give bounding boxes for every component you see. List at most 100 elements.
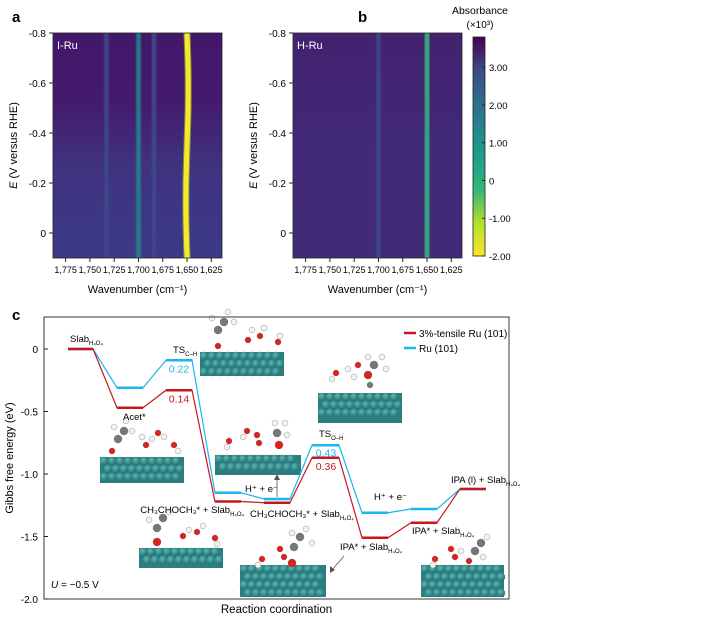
ru-atom <box>163 456 173 466</box>
ru-atom <box>440 588 450 598</box>
hydrogen-atom <box>208 314 216 322</box>
ru-atom <box>307 588 317 598</box>
ru-atom <box>163 472 173 482</box>
ru-atom <box>155 456 165 466</box>
ru-atom <box>107 472 117 482</box>
ru-atom <box>251 588 261 598</box>
label-proton-electron-1: H⁺ + e⁻ <box>245 484 278 495</box>
ru-atom <box>275 588 285 598</box>
legend-label: 3%-tensile Ru (101) <box>419 329 507 340</box>
ru-atom <box>190 555 200 565</box>
ru-atom <box>199 367 209 377</box>
colorbar-unit: (×10³) <box>467 20 494 31</box>
ru-atom <box>424 572 434 582</box>
oxygen-atom <box>211 534 219 542</box>
ru-atom <box>251 572 261 582</box>
oxygen-atom <box>276 545 284 553</box>
hydrogen-atom <box>344 365 352 373</box>
ru-atom <box>227 359 237 369</box>
heatmap-b: H-Ru 1,775 1,750 1,725 1,700 1,675 1,650 1,625 -… <box>248 29 463 296</box>
hydrogen-atom <box>174 447 182 455</box>
y-tick-label: 0 <box>32 345 38 356</box>
ru-atom <box>251 359 261 369</box>
hydrogen-atom <box>308 539 316 547</box>
ru-atom <box>259 572 269 582</box>
oxygen-atom <box>152 537 162 547</box>
hydrogen-atom <box>302 525 310 533</box>
ru-atom <box>299 588 309 598</box>
potential-label: U = −0.5 V <box>51 580 99 591</box>
ru-atom <box>239 367 249 377</box>
label-ts-oh: TSO–H <box>319 429 343 442</box>
ru-atom <box>278 454 288 464</box>
ru-atom <box>135 464 145 474</box>
ru-atom <box>174 555 184 565</box>
x-tick-label: 1,700 <box>367 265 390 275</box>
x-tick-label: 1,775 <box>294 265 317 275</box>
ru-atom <box>361 400 371 410</box>
ru-atom <box>226 462 236 472</box>
ru-atom <box>345 400 355 410</box>
ru-atom <box>476 564 486 574</box>
ru-atom <box>247 367 257 377</box>
hydrogen-atom <box>260 324 268 332</box>
ru-atom <box>484 580 494 590</box>
ru-atom <box>263 564 273 574</box>
ru-atom <box>166 555 176 565</box>
oxygen-atom <box>154 429 162 437</box>
ru-atom <box>235 359 245 369</box>
colorbar: Absorbance (×10³) 3.00 2.00 1.00 0 -1.00 -2.00 <box>452 5 511 263</box>
y-tick-label: -2.0 <box>21 595 39 606</box>
ru-atom <box>436 564 446 574</box>
x-tick-label: 1,675 <box>151 265 174 275</box>
ru-atom <box>303 564 313 574</box>
y-tick-label: 0 <box>280 229 286 240</box>
ru-atom <box>381 408 391 418</box>
ru-atom <box>271 367 281 377</box>
label-slab: SlabH₄O₄ <box>70 334 103 347</box>
adsorption-structure-illustration <box>420 533 506 598</box>
ru-atom <box>468 580 478 590</box>
x-tick-label: 1,750 <box>319 265 342 275</box>
ru-atom <box>203 359 213 369</box>
carbon-atom <box>366 381 374 389</box>
ru-atom <box>357 408 367 418</box>
ru-atom <box>214 454 224 464</box>
ru-atom <box>460 580 470 590</box>
ru-atom <box>159 464 169 474</box>
hydrogen-atom <box>288 529 296 537</box>
ru-atom <box>142 555 152 565</box>
label-ipa-2: IPA* + SlabH₄O₄ <box>412 526 475 539</box>
hydrogen-atom <box>483 533 491 541</box>
oxygen-atom <box>258 555 266 563</box>
hydrogen-atom <box>128 427 136 435</box>
ru-atom <box>373 408 383 418</box>
carbon-atom <box>213 325 223 335</box>
oxygen-atom <box>193 528 201 536</box>
adsorption-structure-illustration <box>199 308 285 377</box>
ru-atom <box>243 359 253 369</box>
y-axis-label: Gibbs free energy (eV) <box>4 402 16 513</box>
x-tick-label: 1,725 <box>343 265 366 275</box>
ru-atom <box>111 464 121 474</box>
ru-atom <box>162 547 172 557</box>
ru-atom <box>282 462 292 472</box>
ru-atom <box>295 564 305 574</box>
ru-atom <box>147 472 157 482</box>
ru-atom <box>262 454 272 464</box>
x-tick-label: 1,675 <box>391 265 414 275</box>
ru-atom <box>333 392 343 402</box>
ru-atom <box>283 588 293 598</box>
ru-atom <box>154 547 164 557</box>
ru-atom <box>420 564 430 574</box>
carbon-atom <box>158 513 168 523</box>
ru-atom <box>170 547 180 557</box>
ru-atom <box>171 456 181 466</box>
y-tick-label: -0.4 <box>29 129 47 140</box>
ru-atom <box>317 408 327 418</box>
ru-atom <box>146 547 156 557</box>
ru-atom <box>484 564 494 574</box>
ru-atom <box>155 472 165 482</box>
ru-atom <box>107 456 117 466</box>
ru-atom <box>99 456 109 466</box>
